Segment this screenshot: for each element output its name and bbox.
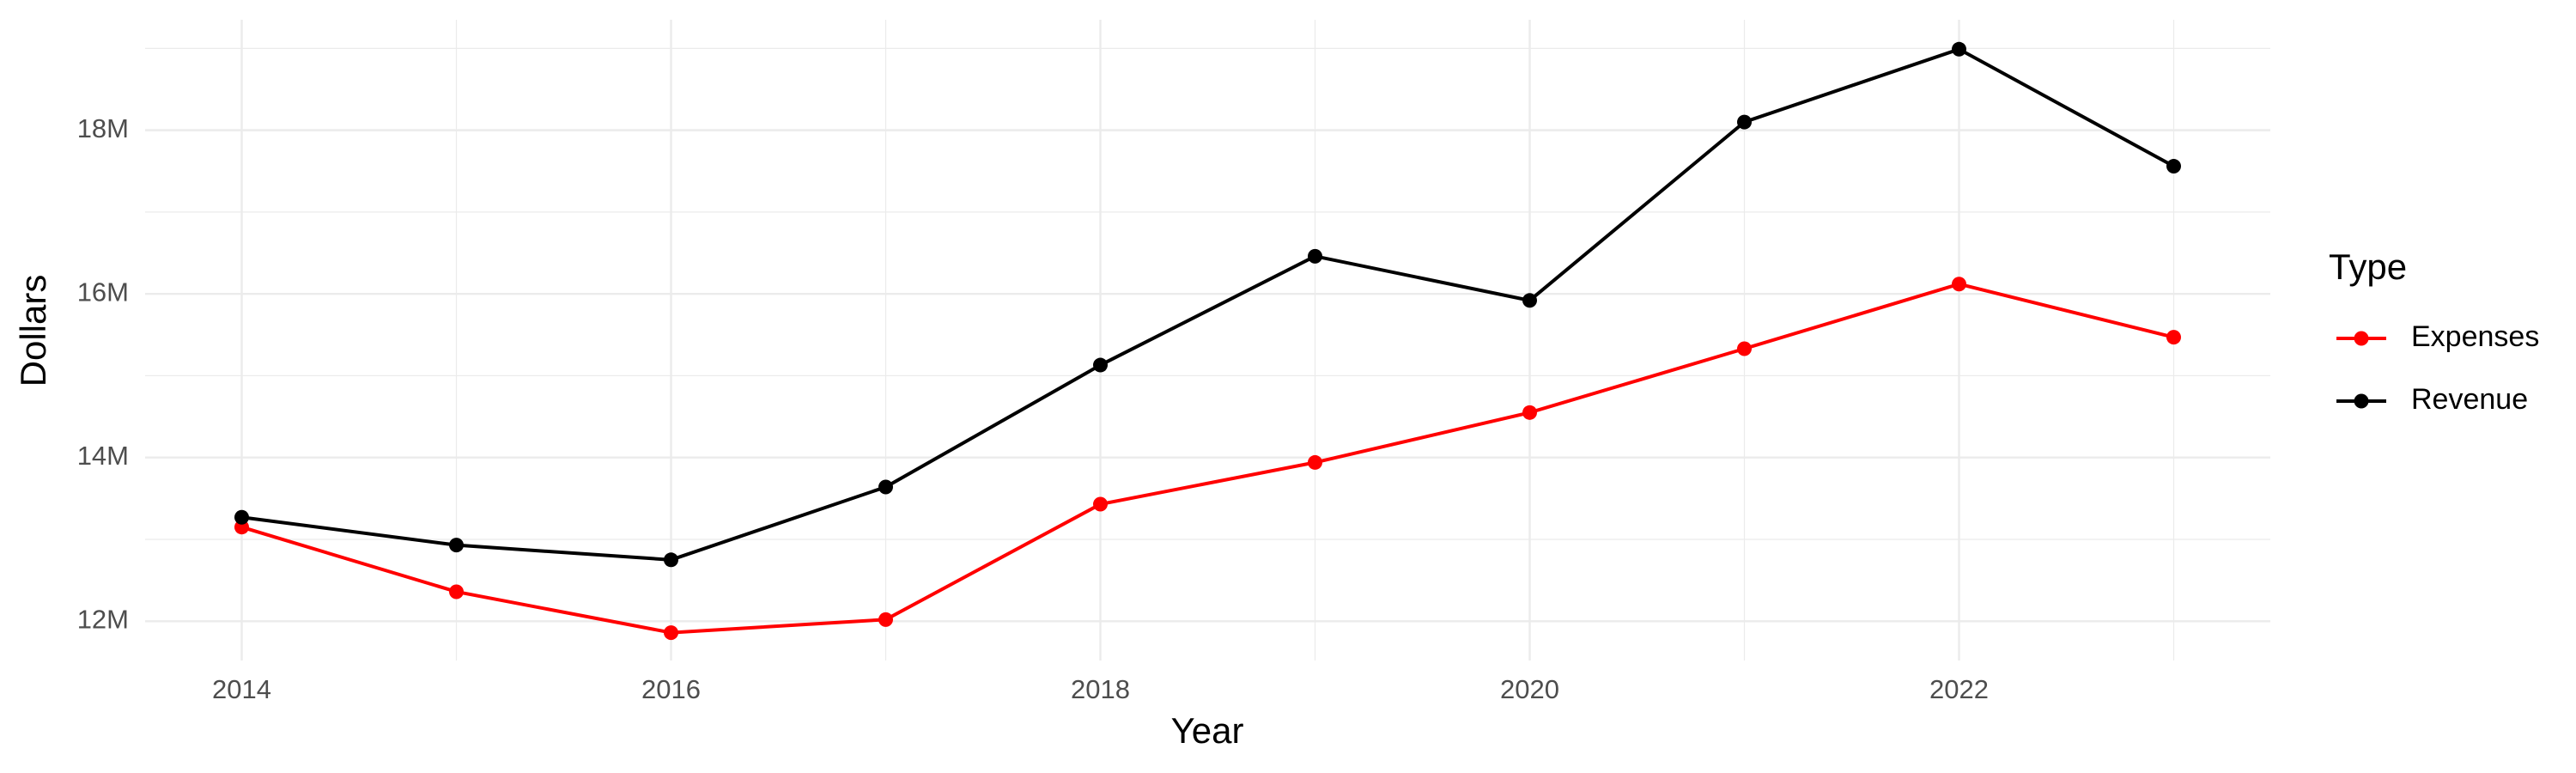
data-point <box>449 584 464 600</box>
data-point <box>1308 454 1322 470</box>
data-point <box>1308 248 1322 264</box>
legend-label: Revenue <box>2411 383 2528 416</box>
x-tick-label: 2020 <box>1500 674 1559 704</box>
legend-title: Type <box>2329 247 2407 287</box>
data-point <box>234 509 249 525</box>
data-point <box>2166 159 2181 174</box>
x-axis-title: Year <box>1171 710 1244 751</box>
data-point <box>878 612 893 627</box>
y-tick-label: 12M <box>77 604 129 634</box>
plot-area <box>234 41 2181 641</box>
data-point <box>1737 341 1752 356</box>
data-point <box>878 479 893 495</box>
legend-label: Expenses <box>2411 320 2539 353</box>
series-line <box>240 282 2174 635</box>
data-point <box>664 625 678 641</box>
data-point <box>1737 114 1752 130</box>
y-tick-label: 18M <box>77 113 129 143</box>
y-axis-title: Dollars <box>13 275 53 387</box>
legend: Expenses Revenue <box>2336 320 2539 416</box>
x-tick-label: 2016 <box>641 674 701 704</box>
data-point <box>1093 357 1108 373</box>
x-tick-label: 2014 <box>212 674 271 704</box>
grid <box>145 20 2270 660</box>
data-point <box>1522 293 1537 308</box>
data-point <box>1952 41 1966 57</box>
data-point <box>2166 330 2181 345</box>
data-point <box>1522 405 1537 420</box>
y-tick-label: 14M <box>77 441 129 471</box>
data-point <box>664 552 678 568</box>
data-point <box>1093 496 1108 512</box>
legend-key-point <box>2354 331 2369 346</box>
series-line <box>241 47 2175 562</box>
y-tick-label: 16M <box>77 277 129 307</box>
x-tick-label: 2022 <box>1929 674 1989 704</box>
x-tick-label: 2018 <box>1071 674 1130 704</box>
legend-key-point <box>2354 393 2369 409</box>
data-point <box>449 538 464 553</box>
data-point <box>1952 277 1966 292</box>
